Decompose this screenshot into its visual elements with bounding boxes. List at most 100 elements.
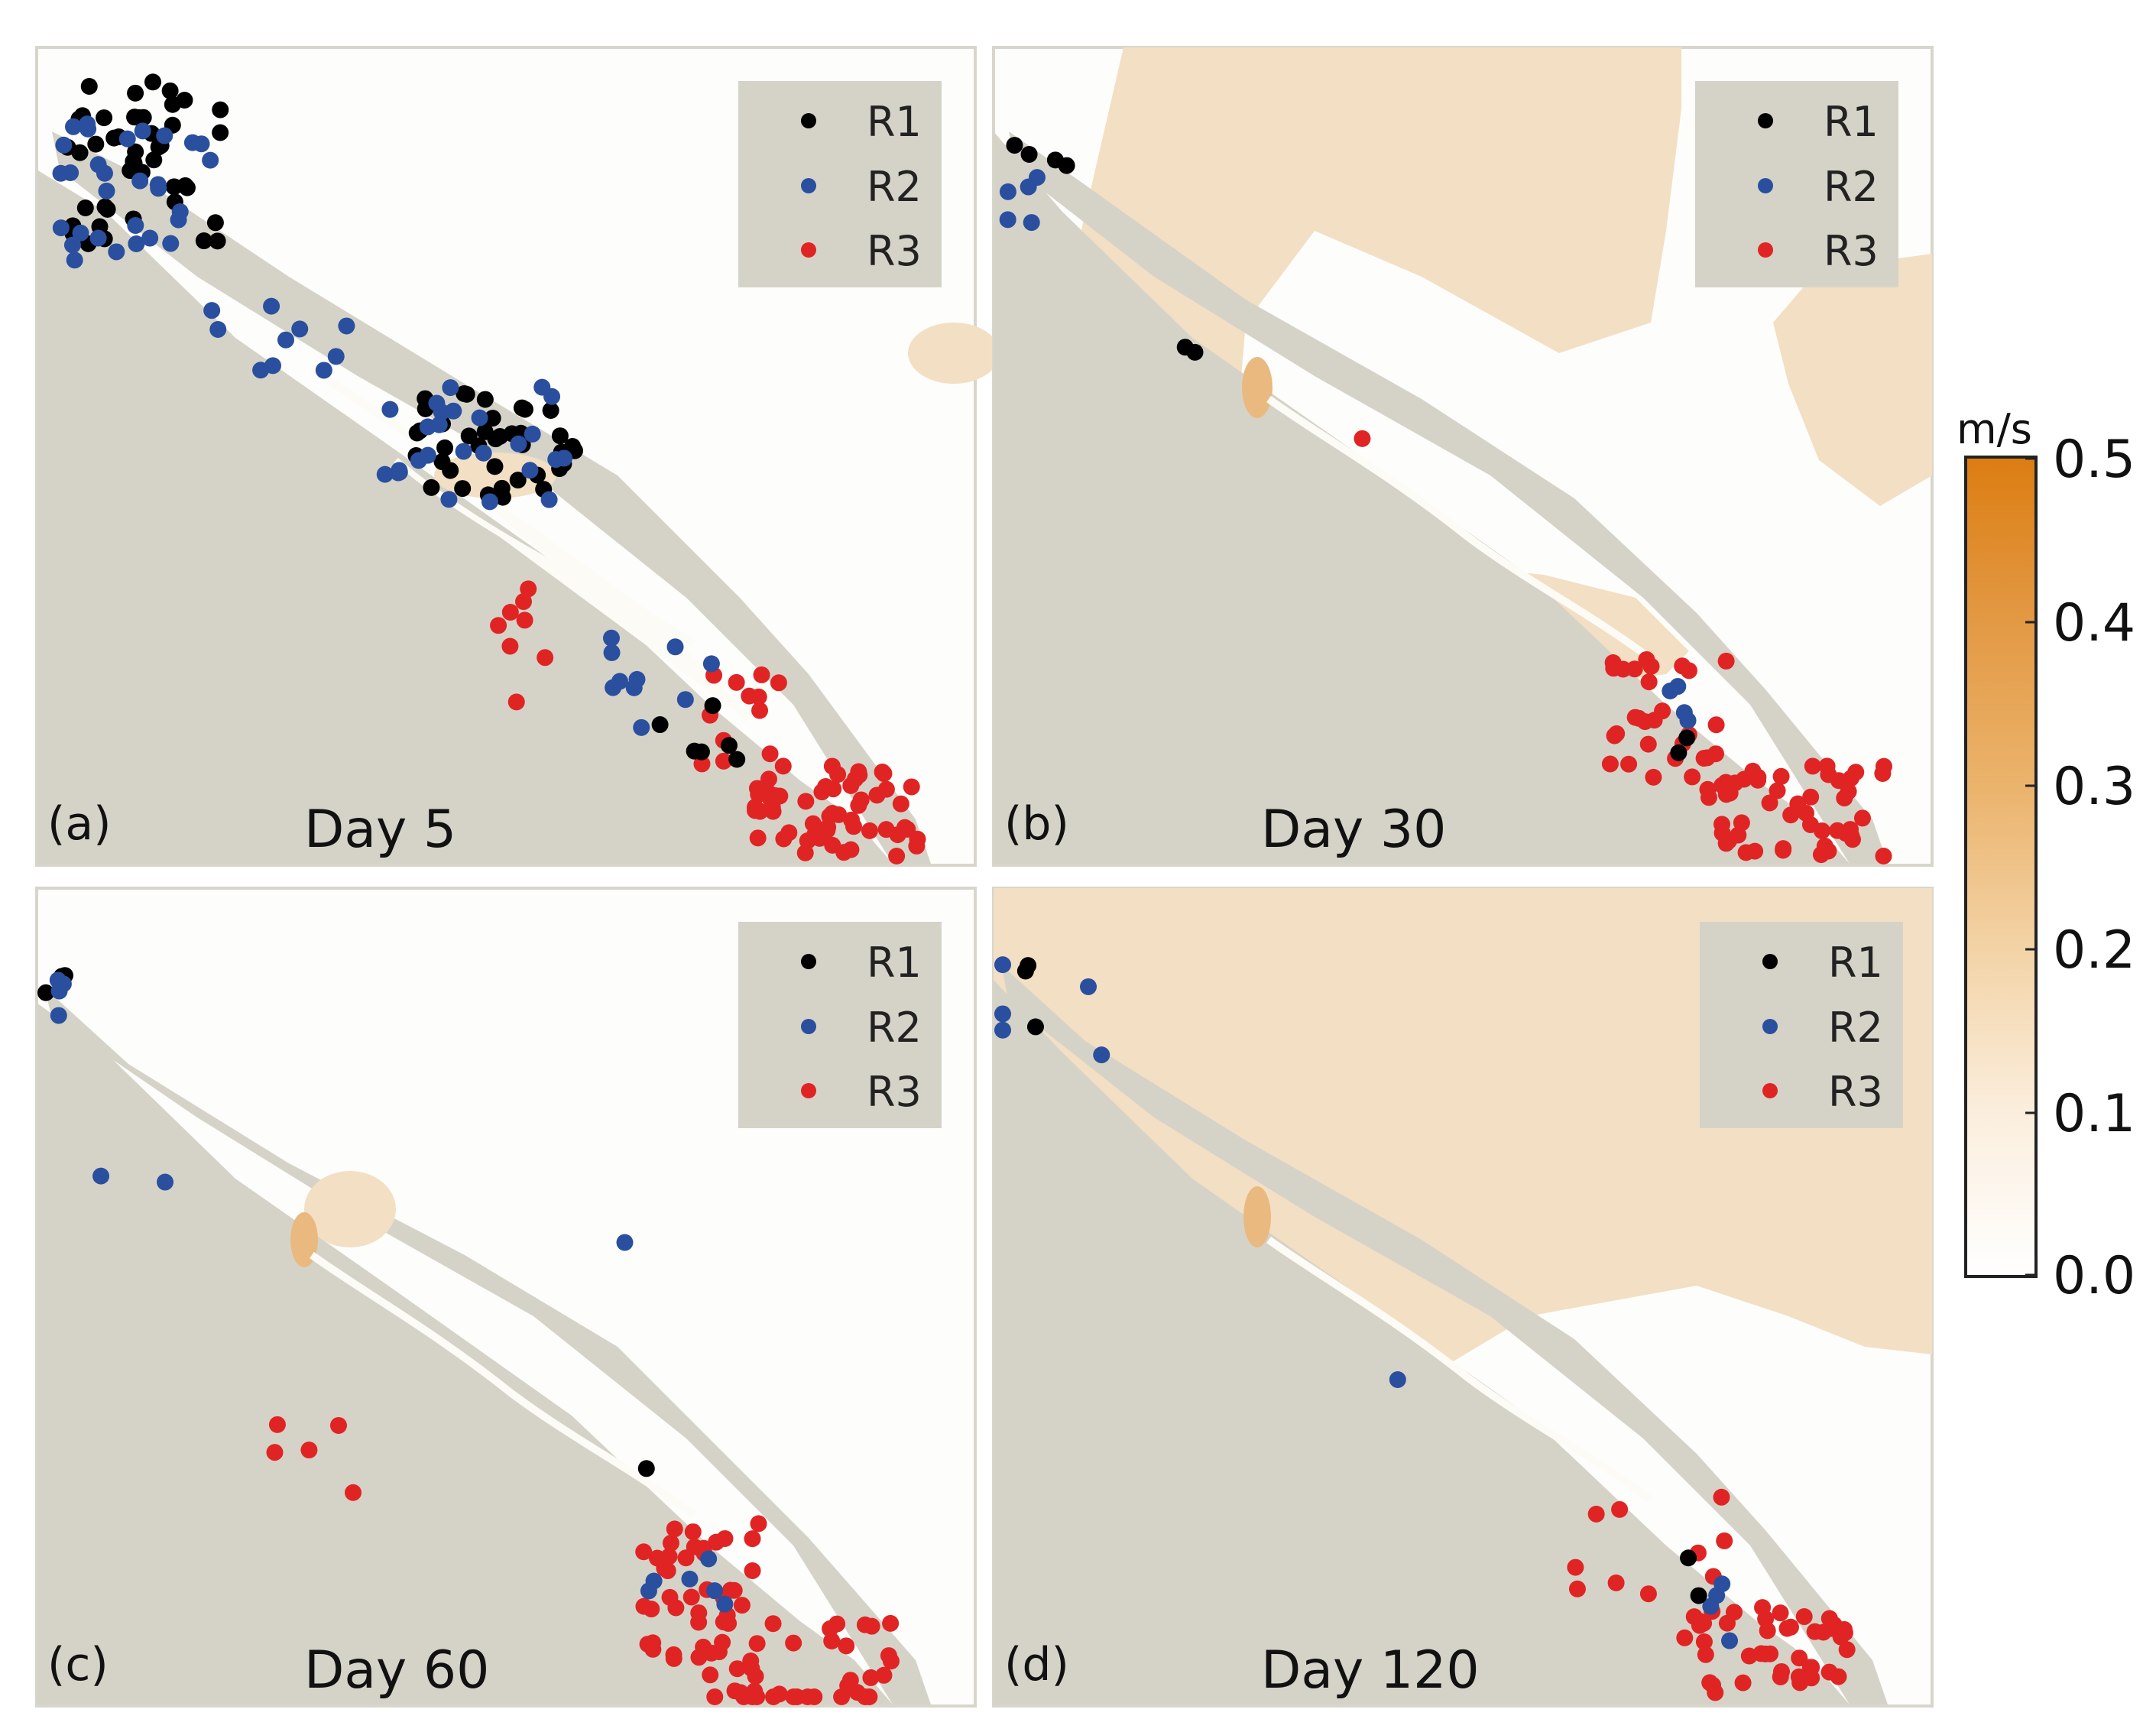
legend-marker-r1: [1762, 954, 1778, 969]
particle-marker-r3: [875, 1666, 893, 1684]
particle-marker-r3: [1639, 1585, 1657, 1603]
particle-marker-r1: [206, 214, 224, 232]
particle-marker-r3: [838, 1637, 855, 1655]
particle-marker-r3: [744, 1530, 761, 1548]
particle-marker-r3: [1607, 1574, 1625, 1591]
markers: [37, 967, 900, 1705]
particle-marker-r2: [127, 216, 144, 234]
particle-marker-r2: [63, 236, 81, 254]
particle-marker-r2: [171, 203, 189, 221]
particle-marker-r3: [785, 1634, 802, 1652]
particle-marker-r1: [76, 199, 94, 217]
particle-marker-r3: [862, 1669, 880, 1686]
particle-marker-r2: [1662, 682, 1679, 699]
particle-marker-r1: [96, 198, 114, 216]
flow-patch: [1078, 47, 1681, 445]
particle-marker-r1: [720, 737, 738, 754]
particle-marker-r1: [1690, 1587, 1707, 1604]
particle-marker-r3: [1830, 1668, 1847, 1685]
particle-marker-r2: [89, 229, 107, 247]
particle-marker-r3: [706, 1688, 724, 1705]
particle-marker-r3: [847, 770, 864, 788]
particle-marker-r2: [134, 122, 151, 140]
particle-marker-r2: [203, 302, 221, 319]
particle-marker-r3: [1684, 768, 1701, 786]
particle-marker-r1: [458, 385, 475, 403]
particle-marker-r3: [520, 580, 537, 598]
particle-marker-r3: [813, 783, 831, 801]
particle-marker-r1: [436, 439, 454, 456]
particle-marker-r2: [1020, 178, 1037, 196]
particle-marker-r1: [105, 129, 123, 147]
particle-marker-r3: [720, 1614, 738, 1632]
particle-marker-r3: [748, 1635, 766, 1653]
particle-marker-r1: [212, 124, 229, 141]
particle-marker-r3: [1775, 842, 1792, 859]
particle-marker-r2: [455, 443, 472, 460]
particle-marker-r3: [746, 1682, 764, 1700]
particle-marker-r3: [811, 829, 828, 847]
particle-marker-r2: [521, 462, 539, 479]
particle-marker-r2: [716, 1595, 734, 1613]
particle-marker-r3: [1838, 1641, 1856, 1659]
panel-label: (c): [47, 1638, 109, 1691]
markers: [994, 956, 1856, 1701]
flow-patch: [1208, 934, 1666, 1163]
particle-marker-r3: [843, 811, 861, 829]
legend-label-r2: R2: [1824, 163, 1879, 211]
particle-marker-r2: [338, 317, 355, 335]
particle-marker-r2: [510, 435, 527, 452]
particle-marker-r2: [264, 357, 281, 375]
colorbar-gradient: [1964, 456, 2038, 1278]
particle-marker-r3: [1820, 1610, 1838, 1627]
particle-marker-r3: [714, 1633, 731, 1651]
particle-marker-r1: [1020, 957, 1037, 975]
tidal-creek: [310, 1251, 696, 1519]
flow-hotspot: [1243, 1186, 1271, 1247]
legend-marker-r3: [1762, 1083, 1778, 1098]
particle-marker-r1: [127, 143, 144, 161]
flow-hotspot: [290, 1212, 318, 1267]
particle-marker-r3: [1713, 824, 1731, 842]
particle-marker-r1: [1186, 343, 1204, 361]
particle-marker-r1: [494, 488, 511, 506]
particle-marker-r3: [850, 796, 867, 814]
particle-marker-r3: [1836, 790, 1853, 807]
particle-marker-r3: [1606, 727, 1623, 744]
particle-marker-r1: [476, 391, 494, 408]
particle-marker-r2: [64, 118, 82, 135]
particle-marker-r3: [774, 757, 792, 775]
legend: [738, 922, 942, 1128]
particle-marker-r3: [662, 1534, 679, 1552]
particle-marker-r3: [1772, 767, 1790, 785]
particle-marker-r2: [150, 180, 167, 197]
particle-marker-r3: [1567, 1558, 1584, 1576]
particle-marker-r3: [799, 1688, 816, 1705]
particle-marker-r3: [856, 1616, 874, 1633]
particle-marker-r1: [87, 135, 105, 153]
particle-marker-r3: [1875, 848, 1892, 864]
particle-marker-r3: [823, 757, 841, 775]
particle-marker-r3: [690, 1604, 708, 1622]
particle-marker-r2: [428, 394, 446, 412]
particle-marker-r2: [533, 378, 551, 396]
colorbar: m/s 0.5 0.4 0.3 0.2 0.1 0.0: [1957, 405, 2135, 1306]
particle-marker-r2: [645, 1572, 663, 1590]
particle-marker-r3: [693, 755, 711, 773]
particle-marker-r3: [1717, 652, 1735, 670]
particle-marker-r2: [376, 465, 394, 483]
particle-marker-r2: [50, 1007, 67, 1024]
legend-marker-r1: [801, 113, 816, 128]
legend-marker-r2: [1762, 1019, 1778, 1034]
particle-marker-r2: [1721, 1632, 1739, 1649]
particle-marker-r3: [877, 821, 895, 838]
particle-marker-r3: [1818, 757, 1836, 775]
particle-marker-r1: [692, 743, 710, 761]
colorbar-tick-label: 0.4: [2053, 593, 2135, 654]
particle-marker-r2: [156, 127, 173, 144]
particle-marker-r3: [1814, 1623, 1832, 1641]
particle-marker-r2: [628, 670, 646, 688]
particle-marker-r2: [327, 348, 345, 365]
particle-marker-r3: [1853, 809, 1871, 827]
particle-marker-r1: [484, 410, 501, 427]
